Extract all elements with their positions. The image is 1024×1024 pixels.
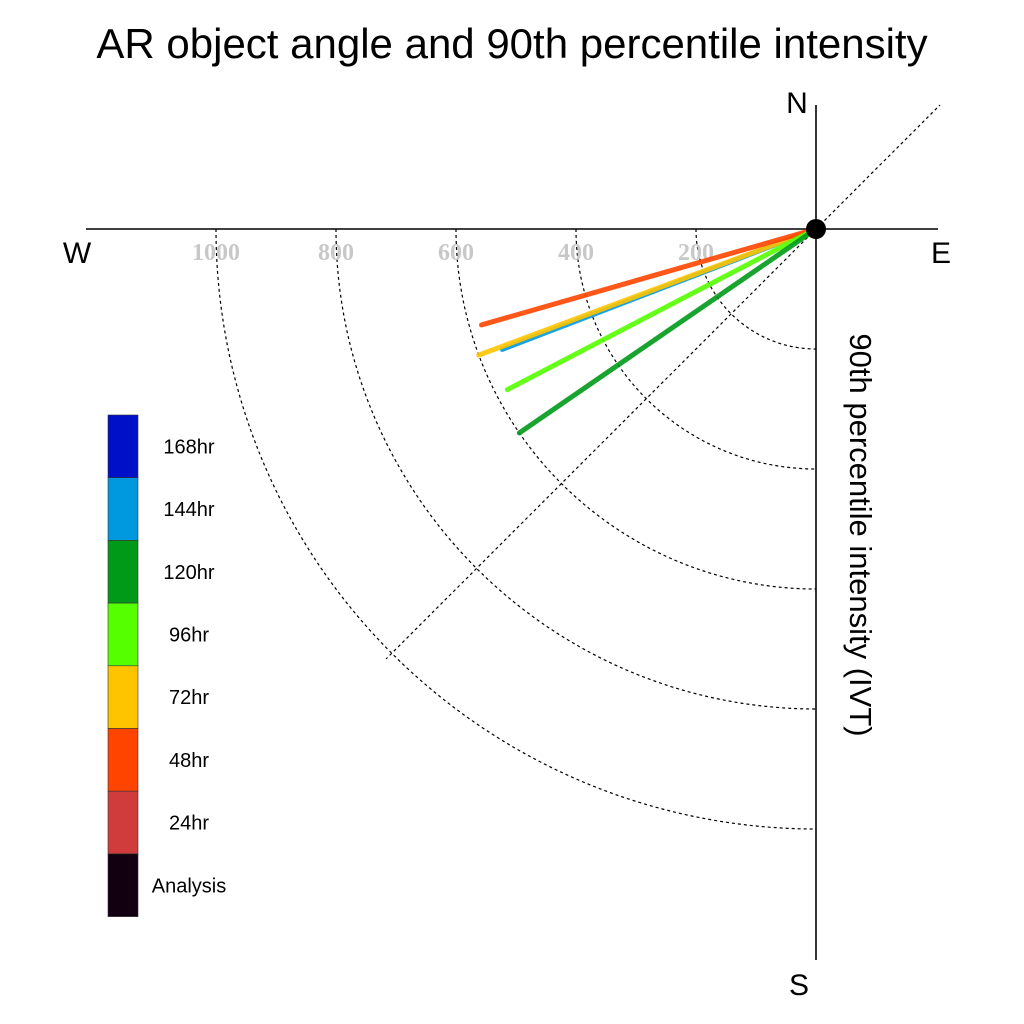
radial-arc-200 bbox=[695, 228, 817, 350]
legend-swatch bbox=[107, 790, 139, 855]
radial-arc-1000 bbox=[215, 228, 817, 830]
legend-label: 168hr bbox=[163, 436, 214, 458]
diagonal-guide-ne bbox=[815, 104, 941, 230]
legend-swatch bbox=[107, 602, 139, 667]
legend-label: 120hr bbox=[163, 562, 214, 584]
radial-tick-label: 800 bbox=[318, 240, 354, 266]
legend-label: 144hr bbox=[163, 499, 214, 521]
legend-swatch bbox=[107, 853, 139, 917]
compass-north: N bbox=[786, 87, 808, 120]
legend-label: Analysis bbox=[152, 875, 226, 897]
legend-label: 48hr bbox=[169, 750, 209, 772]
series-line-96hr bbox=[504, 226, 819, 393]
compass-south: S bbox=[789, 969, 809, 1002]
legend-label: 72hr bbox=[169, 687, 209, 709]
series-line-72hr bbox=[476, 226, 819, 358]
radial-tick-label: 1000 bbox=[192, 240, 240, 266]
legend-label: 24hr bbox=[169, 813, 209, 835]
legend: 168hr 144hr 120hr 96hr 72hr 48hr 24hr Analysis bbox=[107, 414, 226, 917]
diagonal-guide-sw bbox=[385, 228, 817, 660]
legend-label: 96hr bbox=[169, 624, 209, 646]
series-line-120hr bbox=[516, 226, 819, 436]
legend-swatch bbox=[107, 477, 139, 541]
legend-swatch bbox=[107, 728, 139, 792]
compass-east: E bbox=[931, 237, 951, 270]
chart-title: AR object angle and 90th percentile inte… bbox=[96, 20, 927, 67]
radial-axis-label: 90th percentile intensity (IVT) bbox=[843, 333, 878, 736]
radial-tick-label: 600 bbox=[438, 240, 474, 266]
series-line-48hr bbox=[478, 226, 819, 328]
origin-marker bbox=[806, 219, 826, 239]
legend-swatch bbox=[107, 665, 139, 729]
radial-tick-label: 400 bbox=[558, 240, 594, 266]
legend-swatch bbox=[107, 540, 139, 604]
compass-west: W bbox=[63, 237, 92, 270]
series-lines bbox=[476, 226, 819, 436]
legend-swatch bbox=[107, 414, 139, 479]
